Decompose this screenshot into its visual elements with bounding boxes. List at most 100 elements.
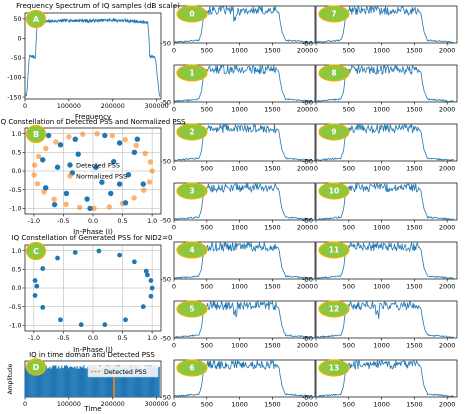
subplot-xtick-label: 2000 bbox=[297, 106, 314, 114]
normalized-pss-point bbox=[140, 187, 147, 193]
panel-badge-A-shape bbox=[25, 9, 47, 29]
subplot-badge-8-shape bbox=[318, 64, 350, 82]
panel-badge-D-shape bbox=[25, 358, 47, 376]
subplot-badge-2: 2 bbox=[176, 123, 208, 141]
subplot-xtick-label: 500 bbox=[201, 342, 213, 350]
time-domain-legend: Detected PSS bbox=[87, 365, 159, 378]
subplot-xtick-label: 2000 bbox=[297, 342, 314, 350]
subplot-xtick-label: 0 bbox=[172, 401, 176, 409]
normalized-pss-point bbox=[133, 142, 139, 149]
subplot-badge-0: 0 bbox=[176, 5, 208, 23]
detected-pss-point bbox=[122, 200, 129, 206]
subplot-badge-11: 11 bbox=[318, 241, 350, 259]
time-domain-xtick-label: 300000 bbox=[145, 401, 169, 408]
subplot-xtick-label: 500 bbox=[343, 342, 355, 350]
subplot-line bbox=[173, 122, 312, 162]
time-domain-xlabel: Time bbox=[83, 405, 101, 413]
generated-constellation-ytick-label: 0.0 bbox=[11, 285, 21, 292]
subplot-badge-8: 8 bbox=[318, 64, 350, 82]
generated-pss-point bbox=[34, 283, 40, 289]
subplot-xtick-label: 0 bbox=[172, 165, 176, 173]
subplot-xtick-label: 1500 bbox=[406, 47, 423, 55]
generated-pss-point bbox=[145, 272, 150, 278]
generated-pss-point bbox=[40, 305, 46, 310]
time-domain-xtick-label: 0 bbox=[23, 401, 27, 408]
subplot-9: 0 500 1000 1500 2000 -50 9 bbox=[302, 123, 458, 173]
spectrum-xtick-label: 300000 bbox=[145, 103, 169, 110]
subplot-xtick-label: 1000 bbox=[373, 165, 390, 173]
spectrum-ytick-label: -50 bbox=[11, 55, 21, 62]
subplot-xtick-label: 2000 bbox=[297, 165, 314, 173]
generated-pss-point bbox=[40, 266, 46, 271]
subplot-xtick-label: 1000 bbox=[373, 342, 390, 350]
subplot-ytick-label: -50 bbox=[160, 335, 171, 343]
subplot-xtick-label: 2000 bbox=[439, 106, 456, 114]
panel-badge-C: C bbox=[25, 241, 47, 261]
subplot-frame bbox=[173, 300, 316, 339]
subplot-frame bbox=[173, 5, 316, 44]
generated-pss-point bbox=[72, 250, 78, 255]
subplot-badge-9-shape bbox=[318, 123, 350, 141]
subplot-badge-13-shape bbox=[318, 359, 350, 377]
normalized-pss-point bbox=[66, 134, 72, 140]
detected-pss-point bbox=[51, 201, 58, 208]
subplot-11: 0 500 1000 1500 2000 -50 11 bbox=[302, 241, 458, 291]
subplot-line bbox=[315, 182, 455, 221]
detected-pss-point bbox=[99, 179, 105, 185]
subplot-xtick-label: 0 bbox=[314, 106, 318, 114]
subplot-xtick-label: 2000 bbox=[297, 224, 314, 232]
time-domain-legend-box bbox=[87, 365, 159, 378]
subplot-badge-3-shape bbox=[176, 182, 208, 200]
detected-constellation-ytick-label: -1.0 bbox=[9, 206, 21, 213]
subplot-xtick-label: 1000 bbox=[231, 224, 248, 232]
generated-constellation-xtick-label: 0.5 bbox=[118, 335, 128, 342]
subplot-ytick-label: -50 bbox=[160, 394, 171, 402]
subplot-xtick-label: 1000 bbox=[373, 106, 390, 114]
subplot-badge-0-label: 0 bbox=[189, 10, 194, 19]
generated-constellation-xtick-label: 0.0 bbox=[88, 335, 98, 342]
normalized-pss-point bbox=[146, 179, 153, 185]
subplot-line bbox=[315, 5, 454, 44]
subplot-frame bbox=[173, 182, 316, 221]
subplot-badge-1-label: 1 bbox=[189, 69, 194, 78]
legend-label-detected-pss: Detected PSS bbox=[104, 369, 147, 376]
generated-pss-point bbox=[58, 317, 63, 323]
generated-pss-point bbox=[148, 278, 154, 283]
subplot-frame bbox=[315, 359, 458, 398]
detected-pss-point bbox=[108, 190, 114, 197]
detected-pss-point bbox=[45, 132, 52, 139]
panel-badge-D: D bbox=[25, 358, 47, 376]
subplot-xtick-label: 1500 bbox=[406, 342, 423, 350]
normalized-pss-point bbox=[131, 195, 137, 201]
subplot-ytick-label: -50 bbox=[160, 276, 171, 284]
spectrum-xtick-label: 100000 bbox=[57, 103, 81, 110]
subplot-badge-4-shape bbox=[176, 241, 208, 259]
subplot-badge-4-label: 4 bbox=[189, 246, 194, 255]
subplot-badge-10: 10 bbox=[318, 182, 350, 200]
generated-pss-point bbox=[102, 322, 108, 328]
subplot-frame bbox=[315, 241, 458, 280]
subplot-xtick-label: 1500 bbox=[264, 401, 281, 409]
generated-constellation-xtick-label: 1.0 bbox=[147, 335, 157, 342]
subplot-badge-2-label: 2 bbox=[189, 128, 194, 137]
subplot-xtick-label: 500 bbox=[201, 106, 213, 114]
generated-constellation-ytick-label: -0.5 bbox=[9, 304, 21, 311]
subplot-frame bbox=[315, 300, 458, 339]
subplot-badge-7: 7 bbox=[318, 5, 350, 23]
spectrum-ytick-label: 0 bbox=[17, 36, 21, 43]
subplot-badge-12-label: 12 bbox=[329, 305, 339, 314]
subplot-frame bbox=[315, 5, 458, 44]
normalized-pss-point bbox=[31, 172, 37, 178]
subplot-xtick-label: 2000 bbox=[439, 165, 456, 173]
subplot-xtick-label: 1500 bbox=[264, 165, 281, 173]
subplot-xtick-label: 2000 bbox=[439, 342, 456, 350]
subplot-badge-5-label: 5 bbox=[189, 305, 194, 314]
subplot-badge-12-shape bbox=[318, 300, 350, 318]
subplot-badge-9: 9 bbox=[318, 123, 350, 141]
subplot-8: 0 500 1000 1500 2000 -50 8 bbox=[302, 64, 458, 114]
subplot-badge-0-shape bbox=[176, 5, 208, 23]
subplot-badge-5: 5 bbox=[176, 300, 208, 318]
normalized-pss-point bbox=[51, 196, 57, 202]
normalized-pss-point bbox=[53, 139, 59, 145]
